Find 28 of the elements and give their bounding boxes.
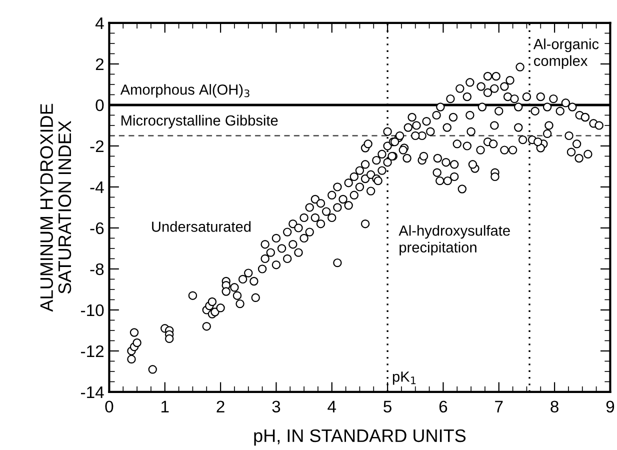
ref-line-label: pK$_{1}$: [392, 372, 416, 385]
y-tick-label: -8: [90, 263, 104, 276]
x-tick-label: 0: [105, 400, 114, 413]
annotation: Al-organic complex: [533, 38, 599, 69]
x-tick-label: 5: [384, 400, 392, 413]
annotation: Undersaturated: [152, 221, 251, 232]
y-tick-label: -4: [90, 182, 104, 193]
x-tick-label: 6: [439, 400, 448, 413]
x-tick-label: 9: [606, 400, 614, 413]
x-tick-label: 4: [328, 400, 336, 412]
x-tick-label: 1: [162, 400, 169, 412]
x-tick-label: 7: [495, 400, 503, 412]
y-tick-label: -6: [90, 222, 104, 234]
x-axis-title: pH, IN STANDARD UNITS: [254, 429, 466, 446]
ref-line-label: Amorphous Al(OH)$_{3}$: [120, 84, 250, 98]
y-tick-label: 4: [95, 18, 104, 29]
y-tick-label: -10: [81, 304, 104, 316]
y-tick-label: 0: [96, 99, 104, 112]
annotation: Al-hydroxysulfate precipitation: [398, 225, 510, 256]
y-tick-label: 2: [96, 58, 104, 70]
x-tick-label: 3: [272, 400, 280, 413]
y-tick-label: -2: [90, 140, 104, 152]
y-axis-title: ALUMINUM HYDROXIDE SATURATION INDEX: [40, 104, 72, 312]
y-tick-label: -12: [81, 345, 104, 357]
x-tick-label: 2: [216, 400, 224, 412]
x-tick-label: 8: [550, 400, 558, 413]
ref-line-label: Microcrystalline Gibbsite: [122, 114, 278, 129]
y-tick-label: -14: [81, 386, 104, 398]
